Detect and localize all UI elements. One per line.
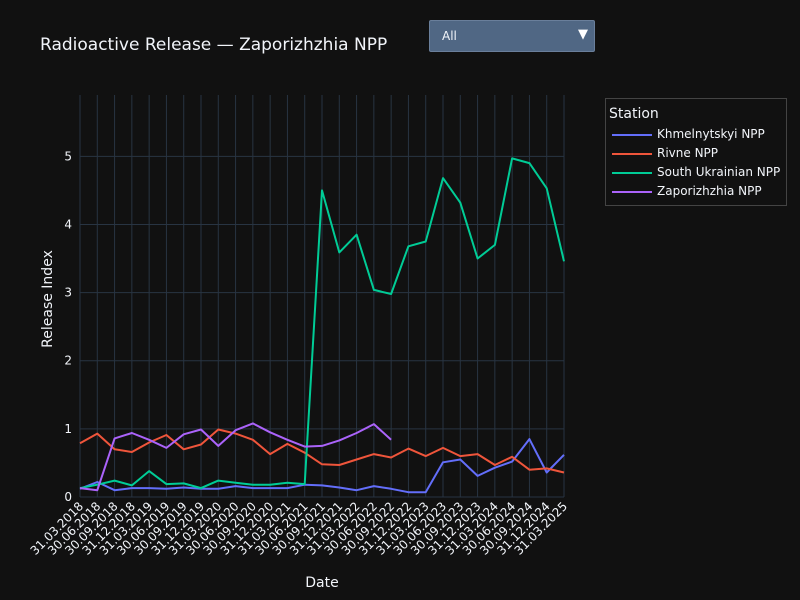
- chevron-down-icon: ▼: [578, 27, 588, 42]
- legend-swatch: [612, 191, 652, 193]
- legend-swatch: [612, 172, 652, 174]
- grid: [79, 95, 565, 498]
- y-tick-label: 3: [64, 286, 72, 300]
- station-dropdown[interactable]: All ▼: [429, 20, 595, 52]
- legend-item-zaporizhzhia-npp[interactable]: Zaporizhzhia NPP: [612, 183, 784, 201]
- legend-label: Zaporizhzhia NPP: [657, 184, 762, 198]
- legend-title: Station: [609, 106, 659, 122]
- y-tick-label: 1: [64, 422, 72, 436]
- y-tick-label: 4: [64, 217, 72, 231]
- legend-item-rivne-npp[interactable]: Rivne NPP: [612, 145, 784, 163]
- legend-label: South Ukrainian NPP: [657, 165, 781, 179]
- y-tick-label: 5: [64, 149, 72, 163]
- chart-title: Radioactive Release — Zaporizhzhia NPP: [40, 35, 387, 55]
- x-axis-label: Date: [305, 575, 338, 591]
- legend-label: Rivne NPP: [657, 146, 719, 160]
- plot-area: [79, 157, 565, 494]
- legend-item-south-ukrainian-npp[interactable]: South Ukrainian NPP: [612, 164, 784, 182]
- y-tick-label: 2: [64, 354, 72, 368]
- legend-label: Khmelnytskyi NPP: [657, 127, 765, 141]
- dropdown-selected-value: All: [442, 29, 457, 43]
- series-line-south-ukrainian-npp: [79, 157, 565, 490]
- series-line-zaporizhzhia-npp: [79, 422, 392, 492]
- legend-swatch: [612, 153, 652, 155]
- y-axis-label: Release Index: [40, 250, 56, 348]
- series-line-rivne-npp: [79, 428, 565, 474]
- y-axis: 0 1 2 3 4 5: [64, 149, 72, 504]
- x-axis: 31.03.201830.06.201830.09.201831.12.2018…: [28, 499, 570, 557]
- legend-swatch: [612, 134, 652, 136]
- series-line-khmelnytskyi-npp: [79, 438, 565, 494]
- legend: Station Khmelnytskyi NPP Rivne NPP South U…: [605, 98, 787, 206]
- y-tick-label: 0: [64, 490, 72, 504]
- legend-item-khmelnytskyi-npp[interactable]: Khmelnytskyi NPP: [612, 126, 784, 144]
